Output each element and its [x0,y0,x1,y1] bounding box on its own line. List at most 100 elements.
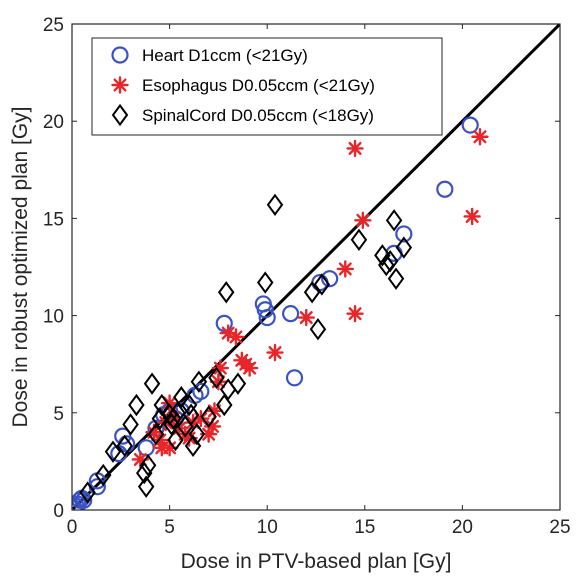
legend-label: Esophagus D0.05ccm (<21Gy) [142,76,375,95]
data-point-stroke [163,396,177,410]
y-axis-label: Dose in robust optimized plan [Gy] [9,107,32,428]
data-layer [72,24,560,510]
data-point [122,413,139,436]
data-point-stroke [338,262,352,276]
data-point [151,407,169,430]
data-point [208,366,225,389]
y-tick-label: 25 [43,15,64,36]
data-point [256,301,274,319]
legend-marker [111,76,129,94]
data-point [227,328,245,346]
data-point-stroke [213,361,227,375]
data-point [395,225,413,243]
legend-item: Esophagus D0.05ccm (<21Gy) [111,76,375,95]
data-point [297,308,315,327]
data-point [94,463,112,487]
x-tick-label: 0 [67,517,78,538]
legend-item: Heart D1ccm (<21Gy) [111,46,308,65]
data-point-stroke [465,209,479,223]
data-point [303,281,321,304]
data-point [374,244,391,267]
data-point-stroke [206,419,220,433]
legend-box [91,37,443,136]
x-tick-label: 20 [452,517,473,538]
data-point-stroke [268,346,282,360]
data-point [461,116,479,134]
data-point-stroke [221,326,235,340]
series-2 [79,110,413,504]
data-point [436,180,454,198]
data-point [381,249,399,273]
y-tick-label: 5 [53,404,64,425]
data-point [385,209,403,232]
data-point [147,422,165,446]
data-point [79,481,96,504]
data-point [463,207,481,226]
data-point [211,359,230,377]
data-point [190,370,208,393]
data-point [192,409,210,428]
data-point [282,305,300,323]
x-tick-label: 5 [164,517,175,538]
data-point [137,475,155,498]
data-point [173,386,190,409]
data-point [321,270,339,288]
legend: Heart D1ccm (<21Gy) Esophagus D0.05ccm (<… [91,37,443,136]
y-tick-label: 20 [43,112,64,133]
data-point [387,267,405,290]
y-tick-label: 0 [53,501,64,522]
data-point-stroke [299,311,313,325]
data-point [257,271,274,294]
data-point-stroke [243,361,257,375]
axes-box [71,23,561,511]
data-point-stroke [182,431,196,445]
data-point-stroke [348,307,362,321]
data-point [167,428,184,452]
data-point-stroke [229,330,243,344]
data-point [128,393,145,417]
data-point [471,128,489,146]
data-point [192,382,210,401]
legend-marker [111,46,129,64]
data-point [346,304,364,323]
data-point [258,308,276,327]
data-point [104,440,122,463]
data-point [182,403,200,426]
data-point [188,422,206,446]
data-point [135,461,153,485]
legend-marker-stroke [113,78,127,92]
data-point [169,401,186,424]
data-point [313,273,331,296]
data-point-stroke [473,130,487,144]
plot-area [72,24,560,510]
data-point [346,139,364,158]
data-point [165,407,182,430]
data-point [266,193,284,216]
data-point [266,343,284,362]
data-point [309,318,327,341]
data-point-stroke [163,441,177,455]
data-point [217,281,235,304]
data-point [240,359,259,377]
axes: 00 5 5 10 10 15 15 20 20 25 25 [43,15,571,538]
data-point [116,434,133,458]
data-point [216,393,233,417]
x-axis-label: Dose in PTV-based plan [Gy] [181,550,452,573]
data-point [378,253,395,277]
data-point [139,454,157,477]
legend-item: SpinalCord D0.05ccm (<18Gy) [111,103,374,127]
data-point [143,372,161,395]
legend-marker [111,103,129,127]
legend-label: Heart D1ccm (<21Gy) [142,46,308,65]
data-point [285,369,304,387]
data-point-stroke [356,213,370,227]
data-point [336,260,354,278]
data-point-stroke [133,452,147,466]
data-point [229,372,247,395]
data-point [354,211,372,230]
y-tick-label: 15 [43,209,64,230]
legend-label: SpinalCord D0.05ccm (<18Gy) [142,106,374,125]
x-tick-label: 25 [549,517,570,538]
x-tick-label: 10 [257,517,278,538]
